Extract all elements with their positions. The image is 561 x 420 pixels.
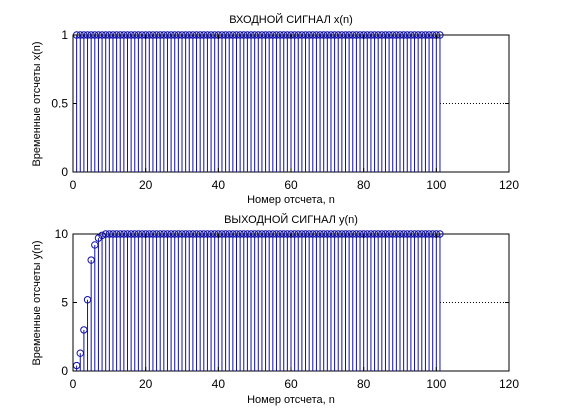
y-tick-label: 5	[61, 296, 68, 310]
x-tick-label: 20	[139, 377, 153, 391]
x-tick-label: 0	[70, 178, 77, 192]
x-tick-label: 60	[284, 178, 298, 192]
input-plot-ticks: 0 20 40 60 80 100 120 0 0.5 1	[51, 28, 519, 192]
x-tick-label: 120	[499, 377, 519, 391]
x-tick-label: 120	[499, 178, 519, 192]
x-tick-label: 80	[357, 178, 371, 192]
x-tick-label: 0	[70, 377, 77, 391]
y-tick-label: 0.5	[51, 97, 68, 111]
y-tick-label: 1	[61, 28, 68, 42]
output-plot-title: ВЫХОДНОЙ СИГНАЛ y(n)	[224, 213, 358, 226]
y-tick-label: 0	[61, 165, 68, 179]
x-tick-label: 100	[426, 377, 446, 391]
x-tick-label: 80	[357, 377, 371, 391]
input-plot-xlabel: Номер отсчета, n	[247, 194, 335, 206]
input-signal-plot: ВХОДНОЙ СИГНАЛ x(n) 0 20 40 60 80 100 120 0 0.5 1…	[31, 13, 519, 206]
x-tick-label: 100	[426, 178, 446, 192]
x-tick-label: 60	[284, 377, 298, 391]
output-plot-ylabel: Временные отсчеты y(n)	[31, 240, 43, 365]
input-plot-ylabel: Временные отсчеты x(n)	[31, 41, 43, 166]
input-plot-title: ВХОДНОЙ СИГНАЛ x(n)	[229, 13, 353, 26]
output-plot-marks	[72, 230, 509, 371]
input-plot-marks	[72, 31, 509, 172]
y-tick-label: 0	[61, 364, 68, 378]
y-tick-label: 10	[55, 227, 69, 241]
output-signal-plot: ВЫХОДНОЙ СИГНАЛ y(n) 0 20 40 60 80 100 120 0 5 10…	[31, 213, 519, 406]
x-tick-label: 20	[139, 178, 153, 192]
x-tick-label: 40	[212, 377, 226, 391]
output-plot-ticks: 0 20 40 60 80 100 120 0 5 10	[55, 227, 520, 391]
output-plot-xlabel: Номер отсчета, n	[247, 394, 335, 406]
x-tick-label: 40	[212, 178, 226, 192]
